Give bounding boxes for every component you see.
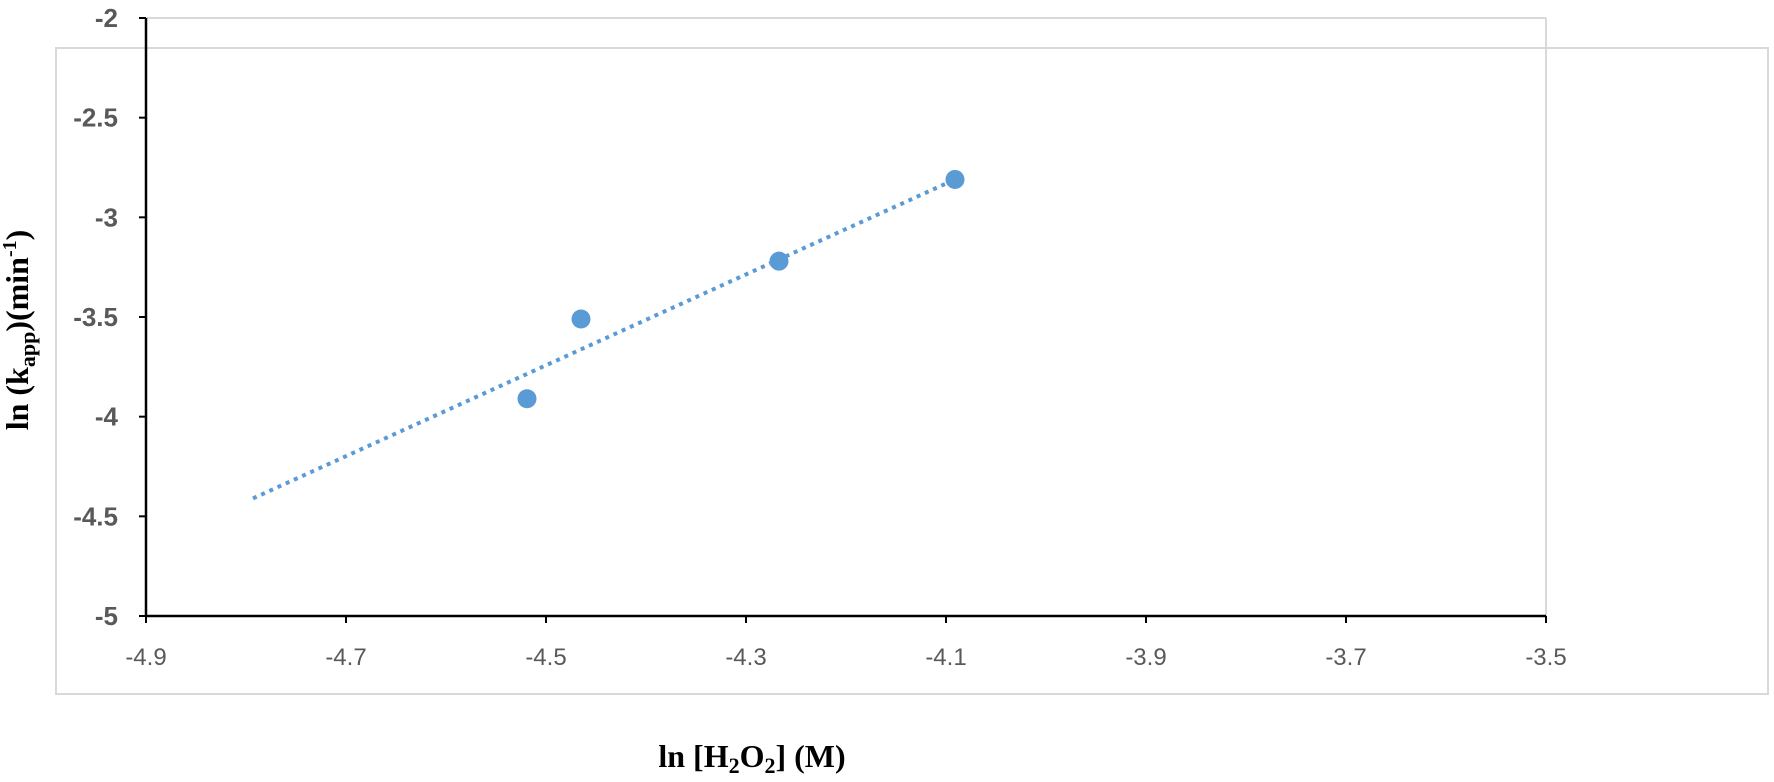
y-tick-label: -3.5 (73, 302, 118, 332)
chart-area-border (55, 47, 1769, 695)
y-tick-label: -3 (95, 202, 118, 232)
data-points-layer (517, 169, 965, 409)
x-tick-label: -4.7 (325, 644, 366, 671)
y-tick-label: -4 (95, 402, 119, 432)
y-axis-title: ln (kapp)(min-1) (0, 230, 40, 431)
trendline (252, 177, 956, 501)
y-tick-label: -2.5 (73, 103, 118, 133)
y-tick-label: -5 (95, 601, 118, 631)
y-axis-ticks: -2 -2.5 -3 -3.5 -4 -4.5 -5 (73, 3, 146, 631)
x-tick-label: -3.7 (1325, 644, 1366, 671)
x-tick-label: -4.5 (525, 644, 566, 671)
x-axis-title: ln [H2O2] (M) (658, 738, 845, 777)
x-tick-label: -3.5 (1525, 644, 1566, 671)
y-tick-label: -4.5 (73, 501, 118, 531)
x-tick-label: -4.1 (925, 644, 966, 671)
data-point (571, 309, 591, 329)
data-point (945, 169, 965, 189)
x-tick-label: -4.3 (725, 644, 766, 671)
y-tick-label: -2 (95, 3, 118, 33)
x-tick-label: -3.9 (1125, 644, 1166, 671)
trendline-layer (252, 177, 956, 501)
data-point (517, 389, 537, 409)
x-tick-label: -4.9 (125, 644, 166, 671)
data-point (769, 251, 789, 271)
x-axis-ticks: -4.9 -4.7 -4.5 -4.3 -4.1 -3.9 -3.7 -3.5 (125, 616, 1567, 671)
